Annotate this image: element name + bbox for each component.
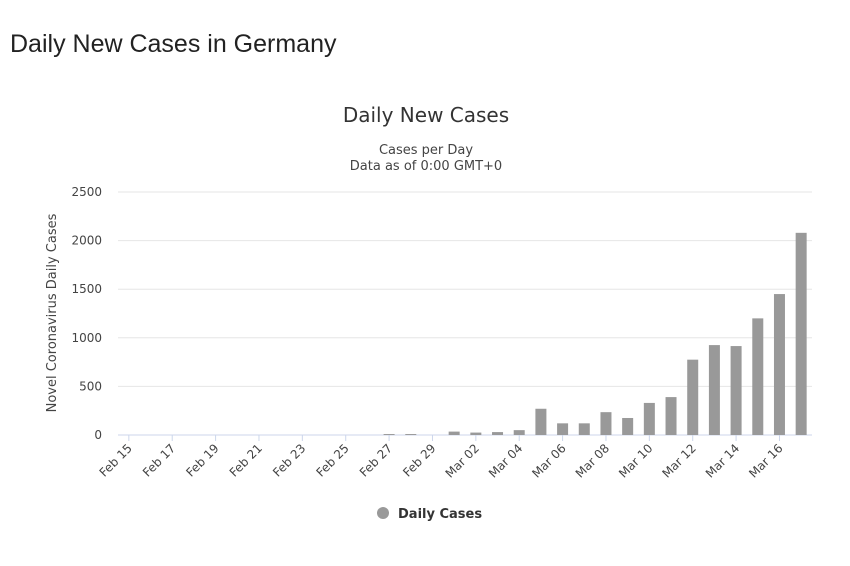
chart-subtitle: Cases per Day xyxy=(379,143,473,158)
bar xyxy=(752,318,764,435)
x-tick-label: Feb 17 xyxy=(140,441,178,479)
y-tick-label: 2500 xyxy=(71,185,102,199)
bar xyxy=(383,434,395,435)
x-tick-label: Mar 04 xyxy=(486,441,525,480)
x-tick-label: Mar 10 xyxy=(616,441,655,480)
x-tick-label: Feb 21 xyxy=(227,441,265,479)
bar xyxy=(730,346,742,435)
bar xyxy=(773,294,785,435)
x-tick-label: Mar 14 xyxy=(703,441,742,480)
legend-label: Daily Cases xyxy=(398,507,482,522)
chart-title: Daily New Cases xyxy=(343,103,509,127)
bar xyxy=(470,432,482,435)
bar xyxy=(557,423,569,435)
x-tick-label: Feb 19 xyxy=(183,441,221,479)
x-tick-label: Feb 23 xyxy=(270,441,308,479)
x-tick-label: Feb 15 xyxy=(97,441,135,479)
bar xyxy=(600,412,612,435)
bar xyxy=(687,359,699,435)
x-tick-label: Mar 12 xyxy=(659,441,698,480)
bar xyxy=(535,408,547,435)
x-tick-label: Feb 27 xyxy=(357,441,395,479)
bar xyxy=(405,434,417,435)
bar xyxy=(665,397,677,435)
chart-subtitle: Data as of 0:00 GMT+0 xyxy=(350,159,502,174)
x-tick-label: Feb 29 xyxy=(400,441,438,479)
page-title: Daily New Cases in Germany xyxy=(10,30,337,58)
bar xyxy=(448,431,460,435)
x-tick-label: Mar 06 xyxy=(529,441,568,480)
y-tick-label: 1500 xyxy=(71,282,102,296)
bar xyxy=(578,423,590,435)
y-tick-label: 0 xyxy=(94,428,102,442)
bar xyxy=(708,345,720,435)
bar xyxy=(643,402,655,435)
x-tick-label: Mar 02 xyxy=(443,441,482,480)
y-tick-label: 2000 xyxy=(71,234,102,248)
y-axis-label: Novel Coronavirus Daily Cases xyxy=(45,213,60,412)
legend-swatch xyxy=(377,507,389,519)
bar xyxy=(795,232,807,435)
x-tick-label: Mar 08 xyxy=(573,441,612,480)
bar xyxy=(492,432,504,435)
bar xyxy=(622,417,634,435)
x-tick-label: Feb 25 xyxy=(313,441,351,479)
y-tick-label: 500 xyxy=(79,379,102,393)
x-tick-label: Mar 16 xyxy=(746,441,785,480)
bar xyxy=(513,430,525,435)
y-tick-label: 1000 xyxy=(71,331,102,345)
